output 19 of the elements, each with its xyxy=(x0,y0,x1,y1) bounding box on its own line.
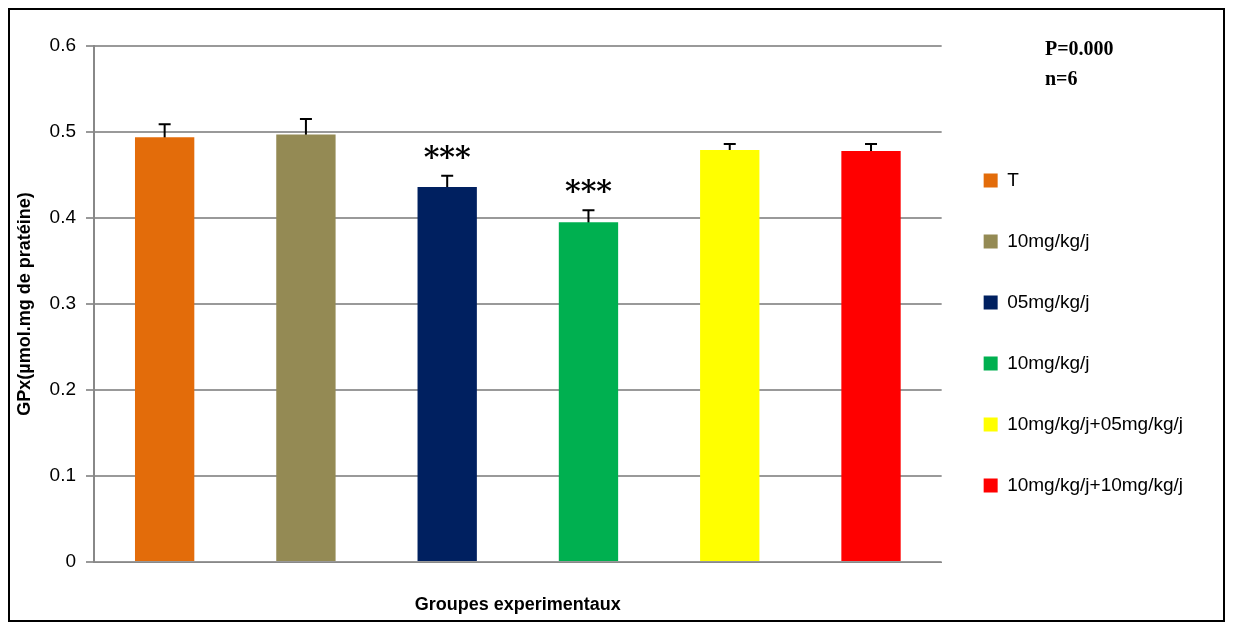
legend-label: 05mg/kg/j xyxy=(1007,290,1090,312)
legend-label: 10mg/kg/j+05mg/kg/j xyxy=(1007,412,1183,434)
y-tick-label: 0.1 xyxy=(49,464,77,486)
y-axis-title: GPx(µmol.mg de pratéine) xyxy=(13,192,34,416)
legend-label: 10mg/kg/j+10mg/kg/j xyxy=(1007,473,1183,495)
y-tick-label: 0.4 xyxy=(49,206,77,228)
text: n=6 xyxy=(1045,67,1078,90)
y-tick-label: 0 xyxy=(65,550,77,572)
data-label: *** xyxy=(564,173,613,209)
x-axis-title: Groupes experimentaux xyxy=(414,594,621,615)
legend-label: 10mg/kg/j xyxy=(1007,351,1090,373)
y-tick-label: 0.2 xyxy=(49,378,77,400)
legend-label: 10mg/kg/j xyxy=(1007,229,1090,251)
y-tick-label: 0.6 xyxy=(49,34,77,56)
y-tick-label: 0.5 xyxy=(49,120,77,142)
y-tick-label: 0.3 xyxy=(49,292,77,314)
text: P=0.000 xyxy=(1045,37,1114,60)
data-label: *** xyxy=(423,138,472,174)
legend-label: T xyxy=(1007,168,1020,190)
